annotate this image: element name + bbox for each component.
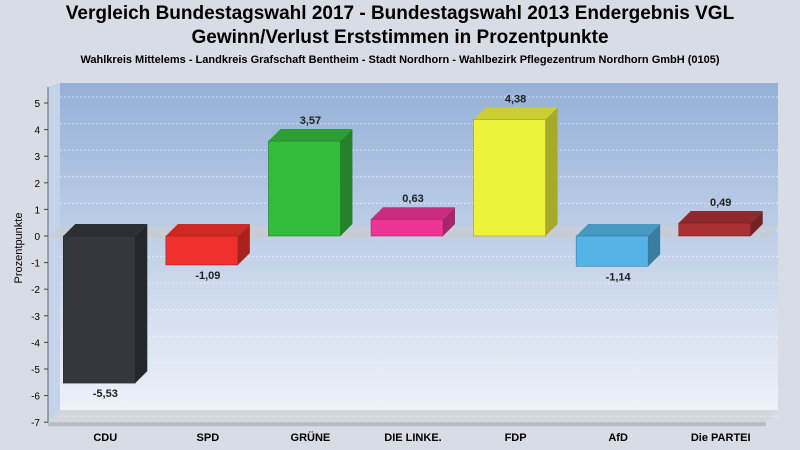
data-label: 0,49 (710, 197, 731, 209)
bar-grüne (268, 129, 353, 237)
x-category-label: Die PARTEI (691, 432, 751, 444)
y-tick-label: 3 (34, 152, 40, 163)
y-tick-label: -4 (31, 338, 40, 349)
y-tick-label: -1 (31, 259, 40, 270)
y-tick-label: 0 (34, 232, 40, 243)
bar-fdp (473, 107, 558, 237)
y-axis-label: Prozentpunkte (13, 213, 25, 284)
y-tick-label: -2 (31, 285, 40, 296)
y-tick-label: -6 (31, 392, 40, 403)
y-tick-label: 1 (34, 205, 40, 216)
chart-title: Vergleich Bundestagswahl 2017 - Bundesta… (65, 3, 735, 24)
bar-die-linke (370, 207, 455, 237)
y-tick-label: 5 (34, 99, 40, 110)
data-label: 4,38 (505, 93, 526, 105)
bar-die-partei (678, 210, 763, 237)
bar-afd (575, 224, 661, 267)
bar-cdu (63, 224, 148, 384)
x-category-label: DIE LINKE. (384, 432, 441, 444)
data-label: -5,53 (93, 388, 118, 400)
x-category-label: CDU (93, 432, 117, 444)
data-label: 3,57 (300, 115, 321, 127)
plot-background (47, 83, 778, 427)
y-tick-label: 4 (34, 126, 40, 137)
bar-spd (165, 224, 250, 266)
data-labels: -5,53 -1,09 3,57 0,63 4,38 -1,14 0,49 (93, 93, 732, 400)
y-tick-label: -5 (31, 365, 40, 376)
chart-subtitle: Gewinn/Verlust Erststimmen in Prozentpun… (191, 27, 609, 48)
data-label: -1,09 (195, 270, 220, 282)
data-label: -1,14 (606, 271, 632, 283)
y-tick-label: -7 (31, 418, 40, 429)
x-category-label: GRÜNE (291, 431, 331, 444)
y-axis-ticks: 5 4 3 2 1 0 -1 -2 -3 -4 -5 -6 -7 (31, 99, 48, 429)
data-label: 0,63 (402, 193, 423, 205)
y-tick-label: 2 (34, 179, 40, 190)
x-axis-categories: CDU SPD GRÜNE DIE LINKE. FDP AfD Die PARTEI (93, 431, 750, 444)
x-category-label: SPD (197, 432, 220, 444)
y-tick-label: -3 (31, 312, 40, 323)
chart-location-caption: Wahlkreis Mittelems - Landkreis Grafscha… (80, 54, 720, 66)
x-category-label: FDP (505, 432, 527, 444)
bars (63, 107, 763, 384)
x-category-label: AfD (608, 432, 628, 444)
